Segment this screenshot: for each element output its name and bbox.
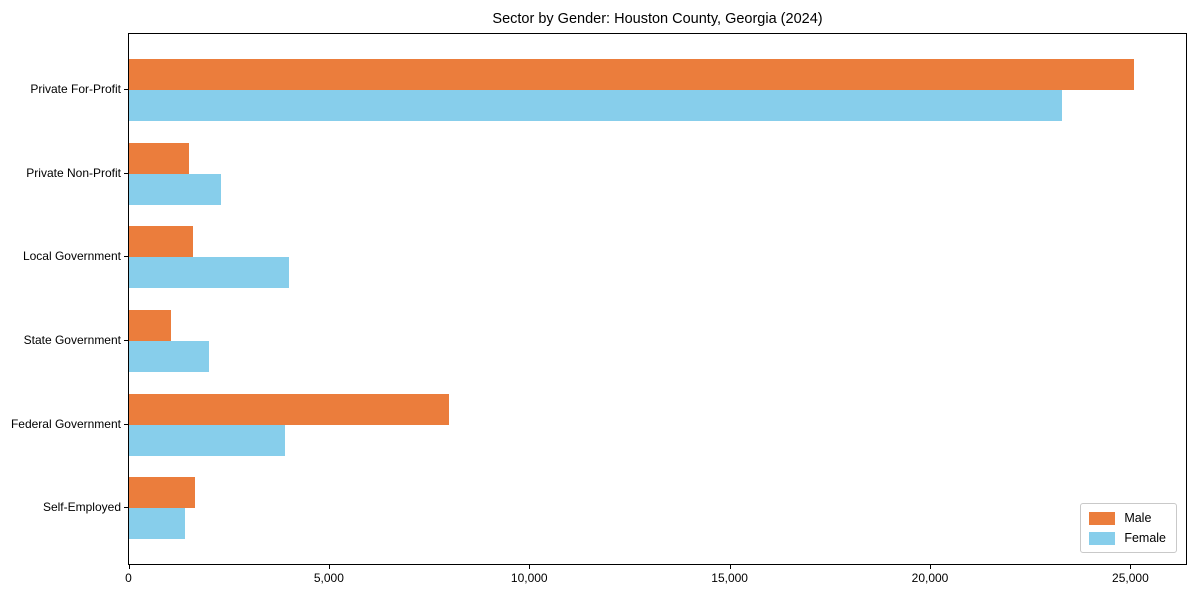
x-tick-label: 15,000 [711,571,748,585]
bar-group-local-government [129,215,1186,299]
bar-male-private-for-profit [129,58,1134,90]
bar-male-local-government [129,226,194,258]
x-tick-label: 10,000 [510,571,548,585]
y-axis-label-federal-government: Federal Government [10,416,121,431]
bar-rows [129,48,1186,550]
legend-item-male: Male [1089,511,1166,525]
chart-title: Sector by Gender: Houston County, Georgi… [492,11,823,27]
x-tick-mark [328,565,330,569]
bar-group-self-employed [129,466,1186,550]
y-tick-mark [124,423,128,425]
bar-group-private-for-profit [129,48,1186,132]
x-tick-mark [128,565,130,569]
x-tick-mark [930,565,931,569]
y-axis-label-state-government: State Government [23,332,121,347]
y-axis-label-private-for-profit: Private For-Profit [30,81,121,96]
plot-area: Male Female [128,33,1187,565]
y-tick-mark [124,339,128,341]
bar-female-state-government [129,340,210,372]
bar-female-private-non-profit [129,173,222,205]
y-tick-mark [124,88,128,90]
bar-male-state-government [129,309,172,341]
x-tick-label: 5,000 [313,571,344,585]
y-tick-mark [124,256,128,258]
bar-female-self-employed [129,508,186,540]
bar-male-private-non-profit [129,142,190,174]
x-tick-label: 20,000 [911,571,949,585]
bar-group-federal-government [129,383,1186,467]
y-axis-label-local-government: Local Government [22,249,121,264]
bar-male-federal-government [129,393,450,425]
y-axis-label-private-non-profit: Private Non-Profit [26,165,121,180]
legend-label-male: Male [1124,511,1152,525]
male-swatch-icon [1089,511,1116,525]
female-swatch-icon [1089,531,1116,545]
y-axis-label-self-employed: Self-Employed [42,500,121,515]
y-tick-mark [124,172,128,174]
legend-item-female: Female [1089,531,1166,545]
bar-group-state-government [129,299,1186,383]
x-tick-mark [1130,565,1132,569]
x-tick-label: 0 [125,571,132,585]
legend: Male Female [1080,503,1177,553]
legend-label-female: Female [1124,531,1166,545]
y-tick-mark [124,507,128,509]
bar-female-federal-government [129,424,286,456]
bar-group-private-non-profit [129,132,1186,216]
bar-female-private-for-profit [129,89,1062,121]
bar-female-local-government [129,257,290,289]
x-tick-mark [729,565,731,569]
bar-male-self-employed [129,477,196,509]
x-tick-mark [529,565,531,569]
x-tick-label: 25,000 [1112,571,1149,585]
